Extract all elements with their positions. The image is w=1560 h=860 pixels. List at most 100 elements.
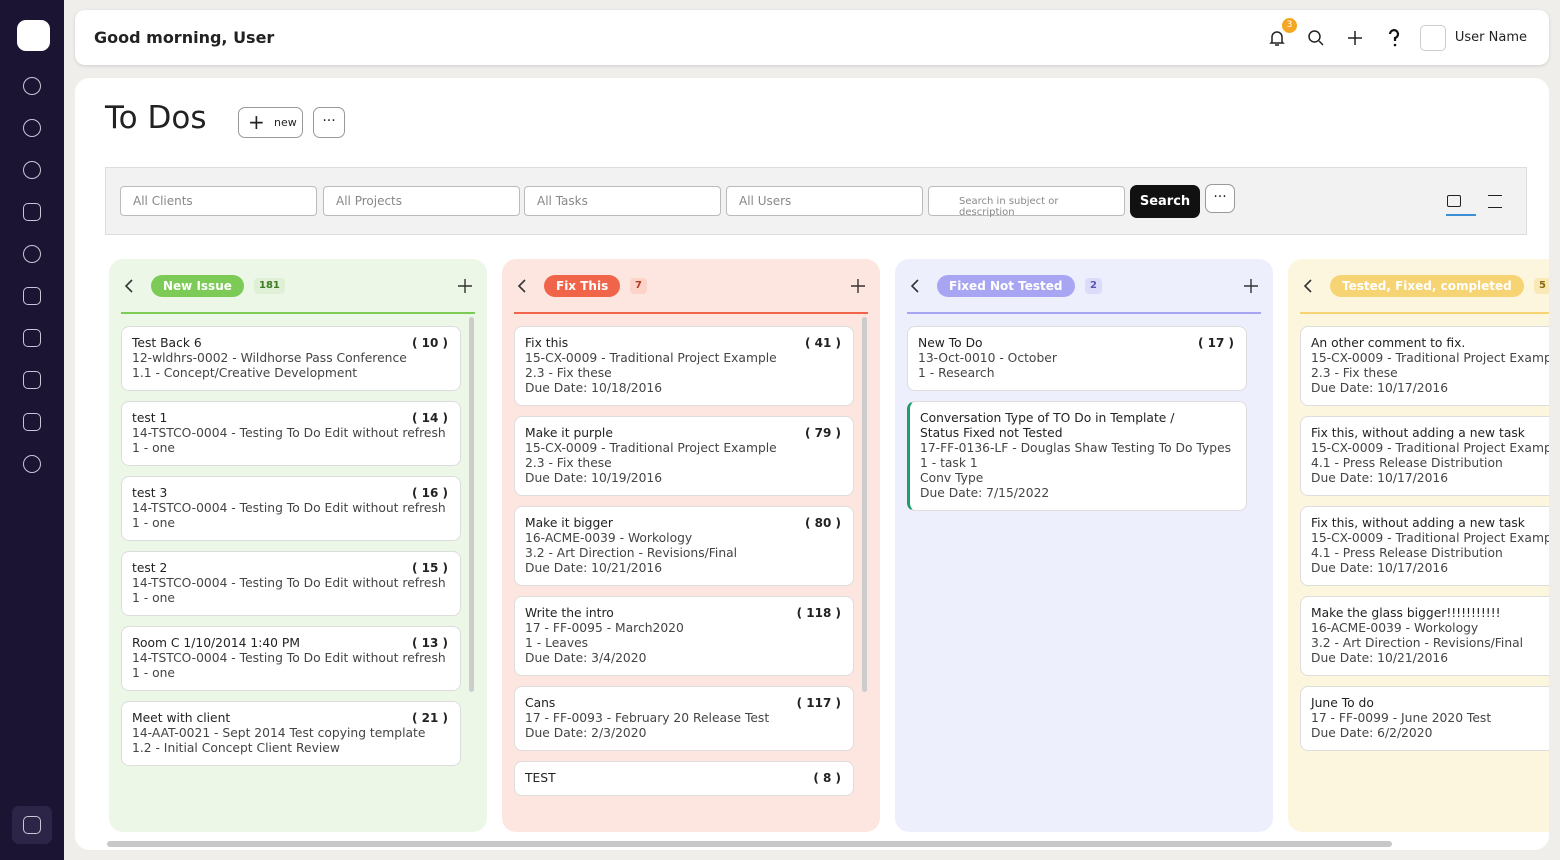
search-icon[interactable] — [1307, 29, 1325, 47]
content: To Dos + new ··· All Clients All Projects… — [75, 78, 1549, 850]
header: Good morning, User 3 User Name — [75, 10, 1549, 65]
todo-card[interactable]: TEST ( 8 ) — [514, 761, 854, 796]
nav-icon[interactable] — [23, 203, 41, 221]
todo-card[interactable]: Make the glass bigger!!!!!!!!!!! 16-ACME-… — [1300, 596, 1549, 676]
avatar[interactable] — [1420, 25, 1446, 51]
filter-more[interactable]: ··· — [1205, 184, 1235, 213]
nav-icon[interactable] — [23, 161, 41, 179]
card-line: 16-ACME-0039 - Workology — [525, 531, 693, 545]
add-card[interactable] — [1244, 279, 1258, 293]
todo-card[interactable]: New To Do ( 17 ) 13-Oct-0010 - October 1 - … — [907, 326, 1247, 391]
column-count: 2 — [1085, 278, 1102, 294]
card-number: ( 10 ) — [411, 336, 448, 350]
todo-card[interactable]: Make it purple ( 79 ) 15-CX-0009 - Traditi… — [514, 416, 854, 496]
card-line: 13-Oct-0010 - October — [918, 351, 1057, 365]
chevron[interactable] — [517, 279, 527, 293]
chevron[interactable] — [910, 279, 920, 293]
help-icon[interactable] — [1386, 29, 1402, 47]
chevron[interactable] — [124, 279, 134, 293]
chevron[interactable] — [1303, 279, 1313, 293]
todo-card[interactable]: Fix this, without adding a new task 15-CX… — [1300, 416, 1549, 496]
more-button[interactable]: ··· — [313, 107, 345, 138]
card-title: TEST — [525, 771, 556, 785]
todo-card[interactable]: Meet with client ( 21 ) 14-AAT-0021 - Sept… — [121, 701, 461, 766]
search-input[interactable]: Search in subject or description — [928, 186, 1125, 218]
card-number: ( 13 ) — [411, 636, 448, 650]
list-view[interactable] — [1488, 195, 1502, 208]
todo-card[interactable]: test 1 ( 14 ) 14-TSTCO-0004 - Testing To D… — [121, 401, 461, 466]
todo-card[interactable]: June To do 17 - FF-0099 - June 2020 Test D… — [1300, 686, 1549, 751]
nav-icon[interactable] — [23, 77, 41, 95]
todo-card[interactable]: Room C 1/10/2014 1:40 PM ( 13 ) 14-TSTCO-0… — [121, 626, 461, 691]
card-line: 1 - one — [132, 591, 175, 605]
card-title: Make the glass bigger!!!!!!!!!!! — [1311, 606, 1501, 620]
card-number: ( 14 ) — [411, 411, 448, 425]
card-title: test 1 — [132, 411, 168, 425]
todo-card[interactable]: test 3 ( 16 ) 14-TSTCO-0004 - Testing To D… — [121, 476, 461, 541]
card-line: Due Date: 2/3/2020 — [525, 726, 647, 740]
column: New Issue 181 Test Back 6 ( 10 ) 12-wldhrs-0… — [109, 259, 487, 832]
todo-card[interactable]: Fix this ( 41 ) 15-CX-0009 - Traditional P… — [514, 326, 854, 406]
filter-bar: All Clients All Projects All Tasks All U… — [105, 167, 1527, 235]
users-select[interactable]: All Users — [726, 186, 923, 216]
column-name: Tested, Fixed, completed — [1330, 275, 1524, 297]
todo-card[interactable]: An other comment to fix. 15-CX-0009 - Tra… — [1300, 326, 1549, 406]
todo-card[interactable]: Conversation Type of TO Do in Template /… — [907, 401, 1247, 511]
user-name[interactable]: User Name — [1454, 30, 1527, 45]
nav-icon[interactable] — [23, 413, 41, 431]
new-button[interactable]: + new — [238, 107, 303, 138]
bell[interactable] — [1268, 29, 1286, 47]
add-icon[interactable] — [1346, 29, 1364, 47]
card-title: Make it purple — [525, 426, 613, 440]
card-line: 17 - FF-0093 - February 20 Release Test — [525, 711, 770, 725]
card-line: Due Date: 3/4/2020 — [525, 651, 647, 665]
select-label: All Clients — [133, 194, 193, 208]
card-line: 14-TSTCO-0004 - Testing To Do Edit witho… — [132, 426, 446, 440]
clients-select[interactable]: All Clients — [120, 186, 317, 216]
column-name: Fixed Not Tested — [937, 275, 1075, 297]
todo-card[interactable]: Make it bigger ( 80 ) 16-ACME-0039 - Worko… — [514, 506, 854, 586]
search-button[interactable]: Search — [1130, 185, 1200, 218]
nav-icon[interactable] — [23, 245, 41, 263]
page-title: To Dos — [105, 100, 207, 136]
add-card[interactable] — [851, 279, 865, 293]
card-title: Make it bigger — [525, 516, 613, 530]
card-number: ( 80 ) — [804, 516, 841, 530]
nav-icon[interactable] — [23, 371, 41, 389]
todo-card[interactable]: Cans ( 117 ) 17 - FF-0093 - February 20 Re… — [514, 686, 854, 751]
logo — [17, 20, 50, 51]
nav-icon[interactable] — [23, 329, 41, 347]
card-number: ( 8 ) — [813, 771, 841, 785]
tasks-select[interactable]: All Tasks — [524, 186, 721, 216]
todo-card[interactable]: test 2 ( 15 ) 14-TSTCO-0004 - Testing To D… — [121, 551, 461, 616]
card-view[interactable] — [1447, 195, 1461, 207]
card-line: 17 - FF-0099 - June 2020 Test — [1311, 711, 1492, 725]
card-line: Due Date: 10/21/2016 — [1311, 651, 1449, 665]
greeting: Good morning, User — [94, 28, 275, 47]
card-title: Write the intro — [525, 606, 614, 620]
nav-icon[interactable] — [23, 119, 41, 137]
card-line: 3.2 - Art Direction - Revisions/Final — [1311, 636, 1524, 650]
add-card[interactable] — [458, 279, 472, 293]
card-number: ( 15 ) — [411, 561, 448, 575]
todo-card[interactable]: Fix this, without adding a new task 15-CX… — [1300, 506, 1549, 586]
card-line: 14-TSTCO-0004 - Testing To Do Edit witho… — [132, 501, 446, 515]
card-line: 2.3 - Fix these — [525, 456, 612, 470]
column-name: Fix This — [544, 275, 621, 297]
projects-select[interactable]: All Projects — [323, 186, 520, 216]
card-list: Fix this ( 41 ) 15-CX-0009 - Traditional P… — [514, 326, 854, 820]
nav-active[interactable] — [12, 806, 52, 844]
card-title: test 2 — [132, 561, 168, 575]
card-line: 2.3 - Fix these — [525, 366, 612, 380]
column-count: 7 — [630, 278, 647, 294]
card-line: 1 - one — [132, 441, 175, 455]
todo-card[interactable]: Write the intro ( 118 ) 17 - FF-0095 - Mar… — [514, 596, 854, 676]
nav-icon[interactable] — [23, 287, 41, 305]
nav-icon[interactable] — [23, 455, 41, 473]
card-title: Cans — [525, 696, 556, 710]
notification-count: 3 — [1282, 18, 1297, 33]
card-title: An other comment to fix. — [1311, 336, 1466, 350]
todo-card[interactable]: Test Back 6 ( 10 ) 12-wldhrs-0002 - Wildho… — [121, 326, 461, 391]
card-title: Test Back 6 — [132, 336, 202, 350]
card-line: 1.2 - Initial Concept Client Review — [132, 741, 340, 755]
